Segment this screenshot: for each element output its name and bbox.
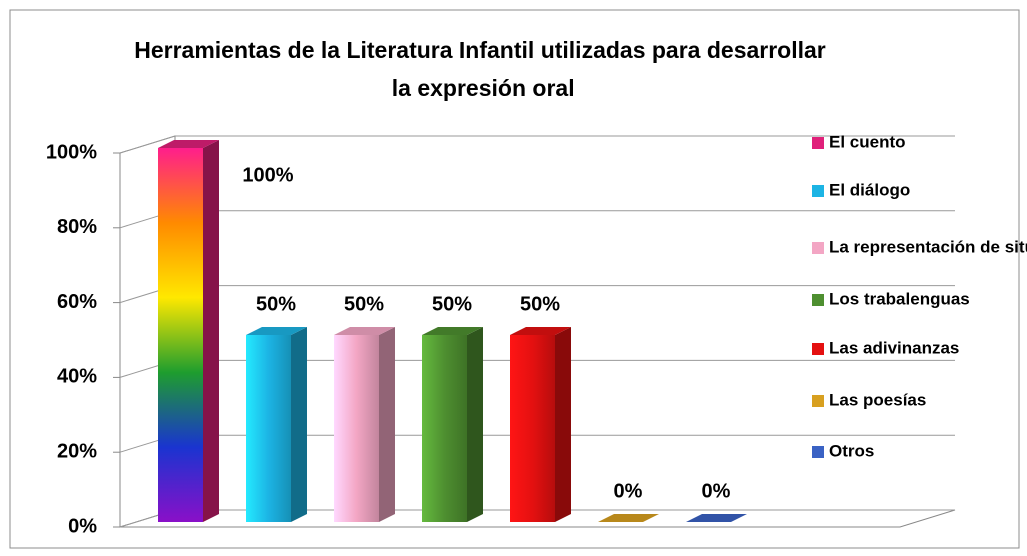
- bar: [334, 335, 379, 522]
- legend-label: Las poesías: [829, 390, 926, 409]
- legend-swatch: [812, 242, 824, 254]
- grid-line: [119, 135, 176, 154]
- bar-side: [203, 140, 219, 522]
- bar-top: [158, 140, 219, 148]
- bar-top: [422, 327, 483, 335]
- data-label: 50%: [520, 293, 560, 315]
- y-tick-label: 0%: [68, 515, 97, 537]
- bar: [510, 335, 555, 522]
- bar-top: [686, 514, 747, 522]
- bar: [422, 335, 467, 522]
- legend-label: La representación de situaciones: [829, 237, 1027, 256]
- legend-swatch: [812, 137, 824, 149]
- bar-top: [246, 327, 307, 335]
- data-label: 50%: [432, 293, 472, 315]
- y-tick-label: 80%: [57, 216, 97, 238]
- bar-side: [291, 327, 307, 522]
- bar-top: [598, 514, 659, 522]
- data-label: 100%: [242, 164, 293, 186]
- bar: [158, 148, 203, 522]
- legend-label: Las adivinanzas: [829, 338, 959, 357]
- legend-swatch: [812, 446, 824, 458]
- legend-label: Otros: [829, 441, 874, 460]
- chart-title: Herramientas de la Literatura Infantil u…: [134, 37, 826, 101]
- data-label: 50%: [344, 293, 384, 315]
- bar-top: [510, 327, 571, 335]
- data-label: 0%: [702, 480, 731, 502]
- y-tick-label: 60%: [57, 291, 97, 313]
- bar-side: [379, 327, 395, 522]
- y-tick-label: 100%: [46, 141, 97, 163]
- legend-label: El diálogo: [829, 180, 910, 199]
- y-tick-label: 20%: [57, 440, 97, 462]
- bar-top: [334, 327, 395, 335]
- legend-label: Los trabalenguas: [829, 289, 970, 308]
- legend-label: El cuento: [829, 132, 906, 151]
- data-label: 50%: [256, 293, 296, 315]
- bar-side: [467, 327, 483, 522]
- y-tick-label: 40%: [57, 366, 97, 388]
- legend-swatch: [812, 185, 824, 197]
- data-label: 0%: [614, 480, 643, 502]
- legend-swatch: [812, 294, 824, 306]
- bar-side: [555, 327, 571, 522]
- legend-swatch: [812, 395, 824, 407]
- legend-swatch: [812, 343, 824, 355]
- bar: [246, 335, 291, 522]
